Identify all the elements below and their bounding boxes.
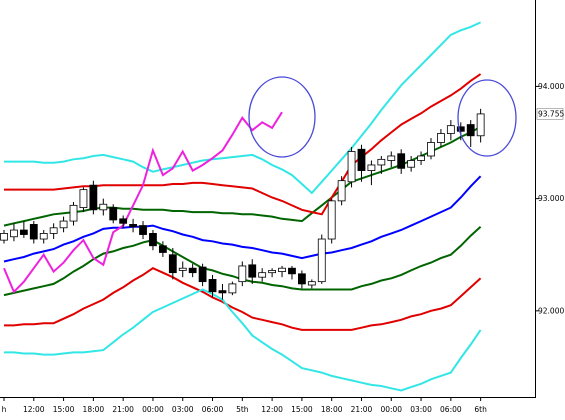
indicator-line bbox=[4, 73, 482, 216]
candle-body bbox=[79, 189, 88, 208]
candle-body bbox=[109, 207, 118, 221]
x-tick-label: 21:00 bbox=[351, 405, 373, 414]
candle-body bbox=[446, 125, 455, 134]
candle-body bbox=[357, 148, 366, 171]
candle-body bbox=[89, 184, 98, 211]
candle-body bbox=[476, 113, 485, 137]
candle-body bbox=[119, 218, 128, 224]
x-tick-label: 15:00 bbox=[53, 405, 75, 414]
candle-body bbox=[367, 164, 376, 171]
candle-body bbox=[39, 233, 48, 240]
candle-body bbox=[456, 126, 465, 132]
indicator-line bbox=[3, 175, 482, 263]
candle-body bbox=[347, 151, 356, 183]
indicator-line bbox=[3, 111, 283, 294]
candle-body bbox=[288, 267, 296, 275]
candle-body bbox=[437, 133, 445, 143]
x-tick-label: 15:00 bbox=[291, 405, 313, 414]
candle-body bbox=[178, 267, 187, 271]
candle-body bbox=[168, 254, 177, 274]
price-label-box bbox=[536, 108, 564, 120]
x-tick-label: 06:00 bbox=[440, 405, 462, 414]
candle-body bbox=[149, 233, 157, 247]
indicator-line bbox=[4, 288, 482, 392]
candle-body bbox=[317, 238, 326, 283]
plot-area bbox=[0, 21, 485, 392]
candle-body bbox=[99, 203, 108, 211]
candle-body bbox=[397, 153, 406, 169]
candle-body bbox=[0, 233, 8, 241]
candle-body bbox=[258, 272, 267, 278]
highlight-circle bbox=[248, 76, 316, 158]
candle-body bbox=[158, 245, 167, 253]
candle-body bbox=[407, 160, 416, 168]
candle-body bbox=[337, 180, 346, 202]
x-tick-label: 5th bbox=[236, 405, 249, 414]
candle-body bbox=[238, 265, 247, 283]
candle-body bbox=[307, 281, 316, 286]
x-tick-label: 21:00 bbox=[112, 405, 134, 414]
candle-body bbox=[208, 279, 217, 293]
x-tick-label: h bbox=[2, 405, 7, 414]
candle-body bbox=[278, 267, 286, 272]
candle-body bbox=[139, 225, 147, 235]
x-tick-label: 6th bbox=[474, 405, 487, 414]
candle-body bbox=[327, 200, 336, 240]
x-tick-label: 18:00 bbox=[321, 405, 343, 414]
candle-body bbox=[19, 229, 28, 235]
indicator-line bbox=[4, 21, 482, 195]
x-tick-label: 03:00 bbox=[172, 405, 194, 414]
x-tick-label: 06:00 bbox=[202, 405, 224, 414]
candle-body bbox=[69, 204, 78, 222]
x-tick-label: 00:00 bbox=[380, 405, 402, 414]
x-tick-label: 12:00 bbox=[261, 405, 283, 414]
candle-body bbox=[218, 290, 227, 294]
candle-body bbox=[417, 155, 425, 161]
candle-body bbox=[377, 158, 386, 166]
y-tick-label: 93.000 bbox=[538, 194, 564, 203]
last-price-label: 93.755 bbox=[538, 109, 564, 118]
x-tick-label: 00:00 bbox=[142, 405, 164, 414]
x-tick-label: 18:00 bbox=[83, 405, 105, 414]
candle-body bbox=[268, 270, 277, 274]
candle-body bbox=[297, 273, 306, 285]
candle-body bbox=[198, 266, 207, 283]
candle-body bbox=[387, 155, 396, 161]
x-tick-label: 03:00 bbox=[410, 405, 432, 414]
candle-body bbox=[188, 267, 197, 274]
x-tick-label: 12:00 bbox=[23, 405, 45, 414]
y-tick-label: 94.000 bbox=[538, 82, 564, 91]
candle-body bbox=[49, 227, 58, 234]
candle-body bbox=[59, 220, 68, 229]
indicator-line bbox=[4, 267, 482, 331]
candle-body bbox=[29, 224, 38, 240]
candle-body bbox=[228, 283, 237, 294]
candle-body bbox=[466, 124, 475, 137]
candle-body bbox=[10, 229, 18, 238]
candle-body bbox=[129, 224, 137, 228]
highlight-circle bbox=[457, 79, 517, 157]
candle-body bbox=[248, 264, 257, 278]
candle-body bbox=[427, 142, 435, 157]
y-tick-label: 92.000 bbox=[538, 306, 564, 315]
